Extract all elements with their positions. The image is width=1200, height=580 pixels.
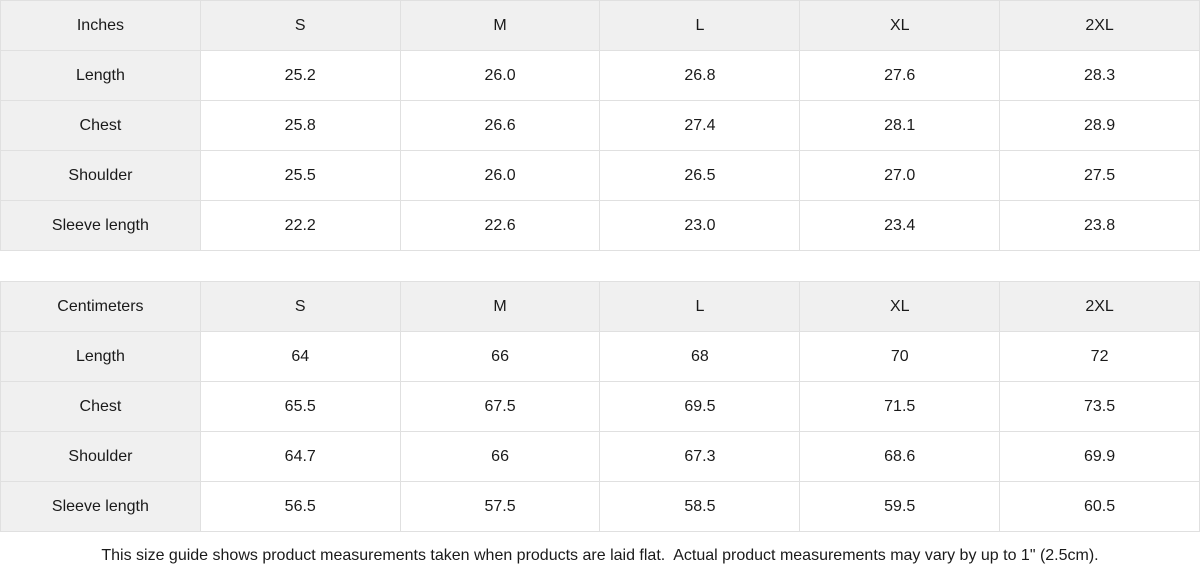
- measurement-cell: 72: [999, 331, 1200, 382]
- measurement-cell: 64.7: [199, 431, 401, 482]
- measurement-cell: 22.2: [199, 200, 401, 251]
- table-row: Chest 65.5 67.5 69.5 71.5 73.5: [0, 381, 1200, 432]
- measurement-cell: 73.5: [999, 381, 1200, 432]
- size-column-header: S: [199, 281, 401, 332]
- measurement-cell: 22.6: [399, 200, 601, 251]
- unit-label: Centimeters: [0, 281, 201, 332]
- measurement-cell: 23.4: [799, 200, 1001, 251]
- size-column-header: L: [599, 0, 801, 51]
- size-column-header: XL: [799, 0, 1001, 51]
- measurement-cell: 65.5: [199, 381, 401, 432]
- measurement-cell: 70: [799, 331, 1001, 382]
- table-row: Shoulder 25.5 26.0 26.5 27.0 27.5: [0, 150, 1200, 201]
- size-column-header: 2XL: [999, 0, 1200, 51]
- measurement-row-label: Shoulder: [0, 431, 201, 482]
- measurement-cell: 64: [199, 331, 401, 382]
- size-column-header: L: [599, 281, 801, 332]
- measurement-cell: 69.9: [999, 431, 1200, 482]
- header-row: Inches S M L XL 2XL: [0, 0, 1200, 51]
- measurement-row-label: Length: [0, 331, 201, 382]
- measurement-cell: 27.4: [599, 100, 801, 151]
- table-row: Chest 25.8 26.6 27.4 28.1 28.9: [0, 100, 1200, 151]
- measurement-cell: 28.3: [999, 50, 1200, 101]
- unit-label: Inches: [0, 0, 201, 51]
- measurement-cell: 60.5: [999, 481, 1200, 532]
- measurement-cell: 26.8: [599, 50, 801, 101]
- header-row: Centimeters S M L XL 2XL: [0, 281, 1200, 332]
- measurement-cell: 67.3: [599, 431, 801, 482]
- measurement-cell: 66: [399, 431, 601, 482]
- size-guide-note: This size guide shows product measuremen…: [0, 532, 1200, 580]
- measurement-cell: 25.5: [199, 150, 401, 201]
- measurement-cell: 28.1: [799, 100, 1001, 151]
- measurement-cell: 28.9: [999, 100, 1200, 151]
- measurement-cell: 56.5: [199, 481, 401, 532]
- measurement-row-label: Chest: [0, 381, 201, 432]
- table-row: Shoulder 64.7 66 67.3 68.6 69.9: [0, 431, 1200, 482]
- measurement-cell: 26.0: [399, 50, 601, 101]
- size-column-header: XL: [799, 281, 1001, 332]
- measurement-cell: 68.6: [799, 431, 1001, 482]
- size-column-header: M: [399, 281, 601, 332]
- measurement-cell: 67.5: [399, 381, 601, 432]
- measurement-cell: 25.8: [199, 100, 401, 151]
- measurement-cell: 25.2: [199, 50, 401, 101]
- size-table-centimeters: Centimeters S M L XL 2XL Length 64 66 68 70 72 Chest…: [0, 281, 1200, 532]
- measurement-cell: 26.0: [399, 150, 601, 201]
- size-column-header: M: [399, 0, 601, 51]
- table-row: Sleeve length 56.5 57.5 58.5 59.5 60.5: [0, 481, 1200, 532]
- measurement-cell: 68: [599, 331, 801, 382]
- size-column-header: 2XL: [999, 281, 1200, 332]
- measurement-row-label: Shoulder: [0, 150, 201, 201]
- size-table-inches: Inches S M L XL 2XL Length 25.2 26.0 26.8 27.6 28.3…: [0, 0, 1200, 251]
- measurement-row-label: Length: [0, 50, 201, 101]
- table-row: Sleeve length 22.2 22.6 23.0 23.4 23.8: [0, 200, 1200, 251]
- table-row: Length 25.2 26.0 26.8 27.6 28.3: [0, 50, 1200, 101]
- measurement-cell: 66: [399, 331, 601, 382]
- table-row: Length 64 66 68 70 72: [0, 331, 1200, 382]
- measurement-cell: 27.5: [999, 150, 1200, 201]
- measurement-cell: 59.5: [799, 481, 1001, 532]
- measurement-cell: 71.5: [799, 381, 1001, 432]
- measurement-cell: 27.6: [799, 50, 1001, 101]
- measurement-cell: 23.0: [599, 200, 801, 251]
- measurement-row-label: Sleeve length: [0, 481, 201, 532]
- table-spacer: [0, 251, 1200, 281]
- measurement-row-label: Sleeve length: [0, 200, 201, 251]
- measurement-cell: 58.5: [599, 481, 801, 532]
- measurement-row-label: Chest: [0, 100, 201, 151]
- measurement-cell: 26.5: [599, 150, 801, 201]
- measurement-cell: 69.5: [599, 381, 801, 432]
- size-column-header: S: [199, 0, 401, 51]
- measurement-cell: 26.6: [399, 100, 601, 151]
- measurement-cell: 23.8: [999, 200, 1200, 251]
- measurement-cell: 27.0: [799, 150, 1001, 201]
- measurement-cell: 57.5: [399, 481, 601, 532]
